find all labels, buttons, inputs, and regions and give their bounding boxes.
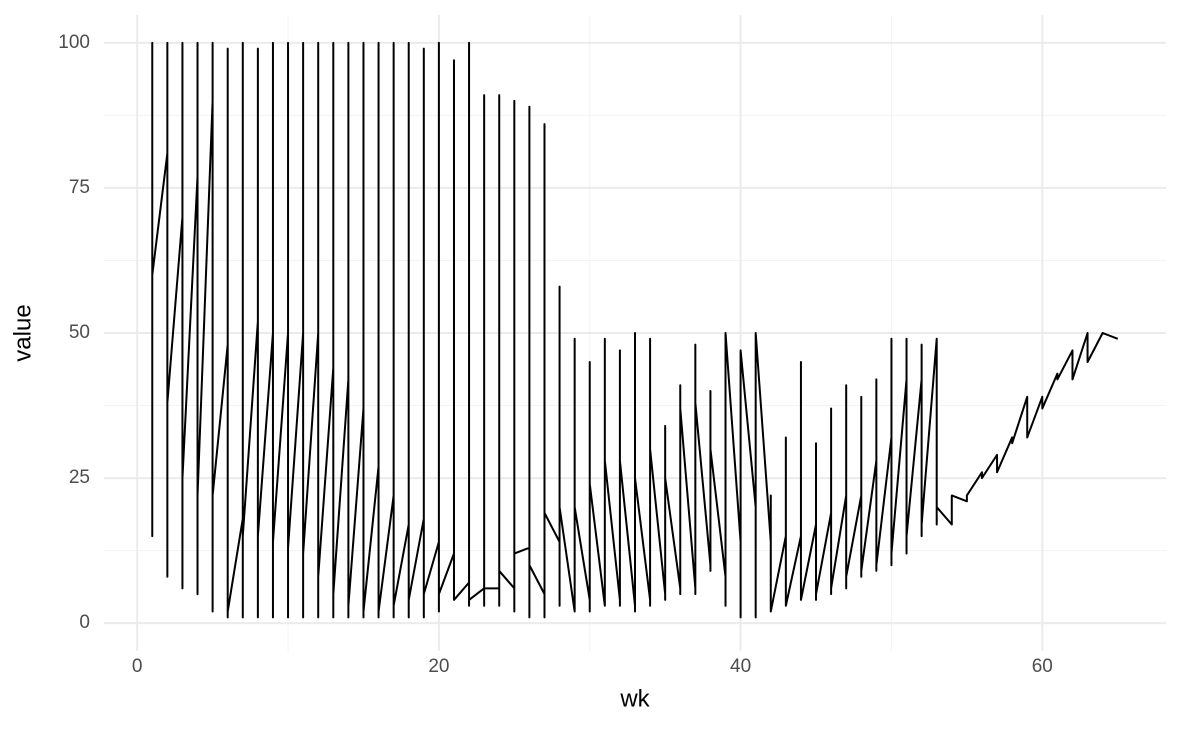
x-tick-label: 60 — [1032, 656, 1053, 677]
y-tick-label: 75 — [69, 177, 90, 198]
x-tick-label: 0 — [132, 656, 143, 677]
y-tick-label: 25 — [69, 467, 90, 488]
y-tick-label: 50 — [69, 322, 90, 343]
line — [151, 41, 1119, 619]
y-axis-title: value — [9, 304, 36, 361]
x-tick-label: 20 — [428, 656, 449, 677]
y-tick-label: 0 — [79, 612, 90, 633]
plot — [151, 41, 1119, 619]
x-tick-label: 40 — [730, 656, 751, 677]
y-tick-label: 100 — [58, 32, 90, 53]
x-axis-title: wk — [619, 685, 650, 712]
